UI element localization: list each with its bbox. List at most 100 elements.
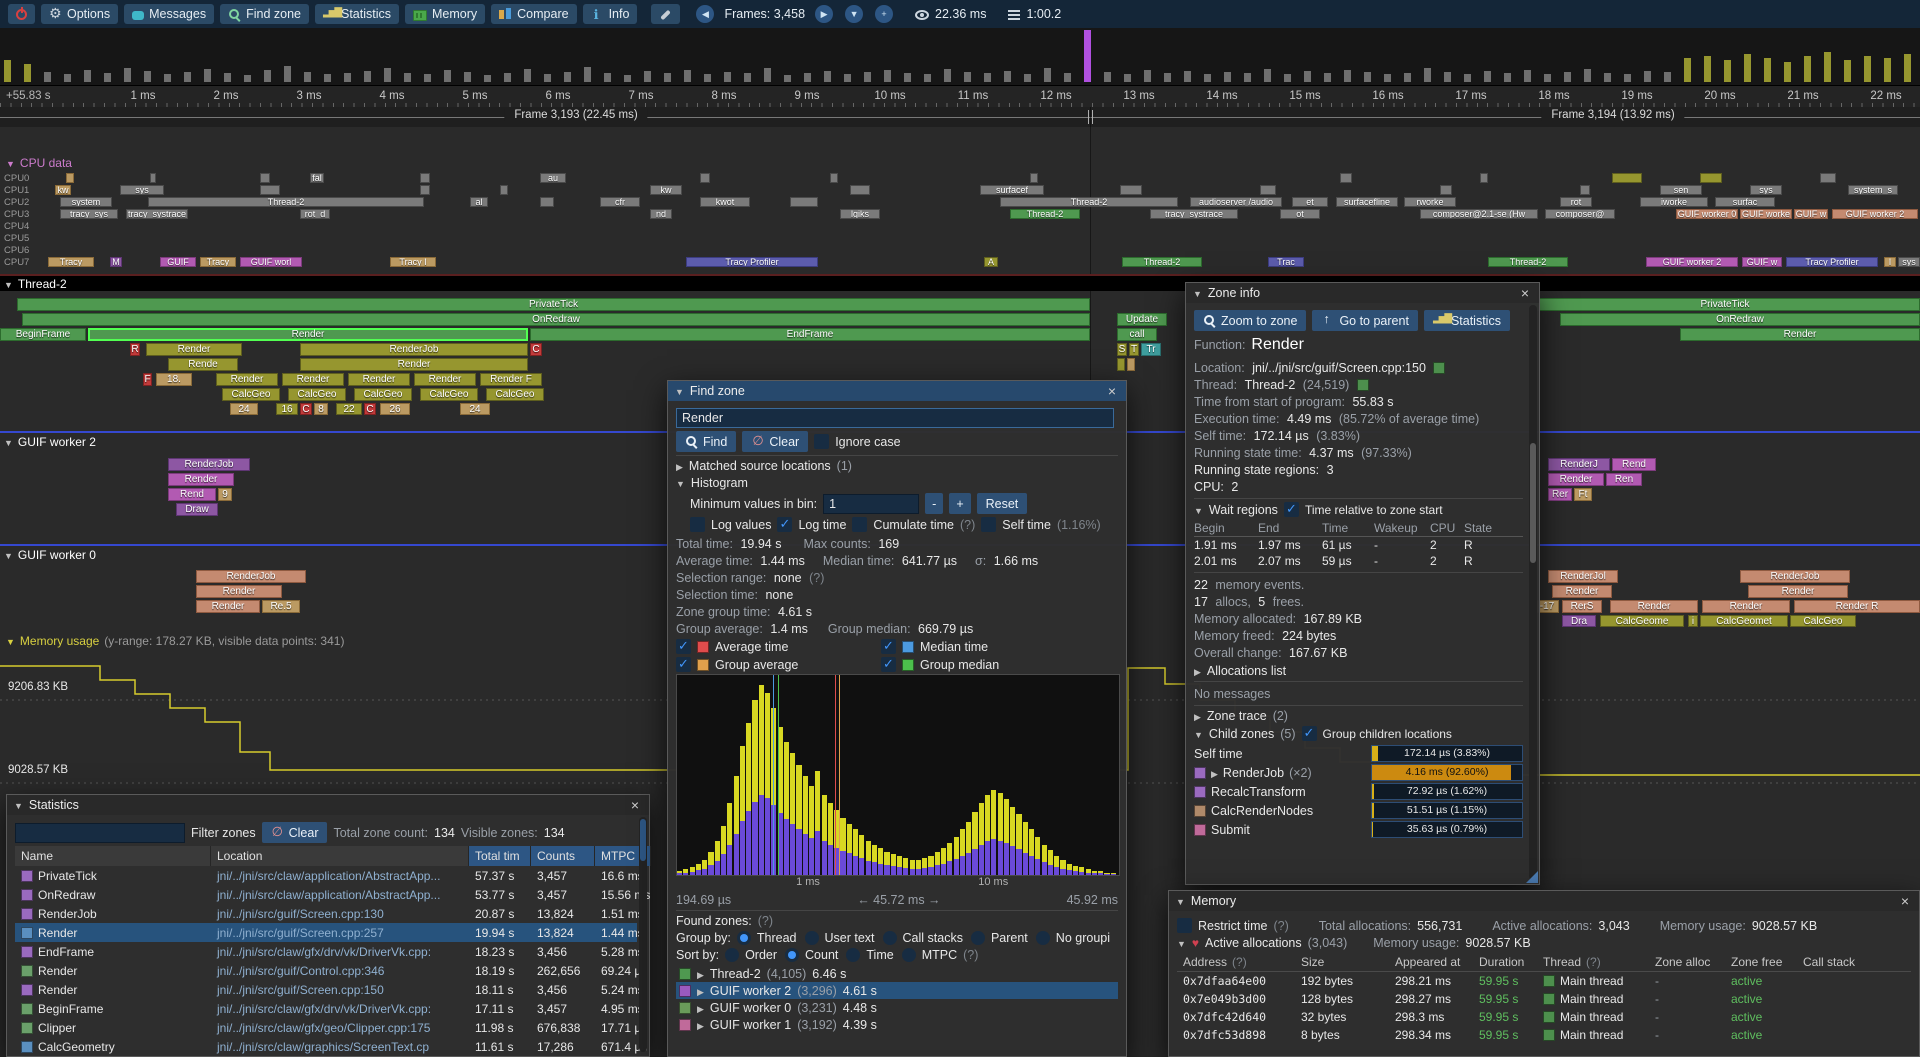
column-header-Size[interactable]: Size (1295, 955, 1389, 969)
zone-C[interactable]: C (364, 403, 376, 415)
zone-group-GUIF worker 1[interactable]: GUIF worker 1 (3,192) 4.39 s (676, 1016, 1118, 1033)
zone-nd[interactable]: nd (650, 209, 672, 219)
toolbar-button-statistics[interactable]: Statistics (314, 4, 399, 24)
frame-time-bar[interactable] (1204, 74, 1211, 82)
thread-header-GUIF worker 2[interactable]: GUIF worker 2 (4, 435, 96, 449)
zone-Rer[interactable]: Rer (1548, 488, 1572, 501)
zone[interactable] (66, 173, 74, 183)
table-row-Clipper[interactable]: Clipper jni/../jni/src/claw/gfx/geo/Clipp… (15, 1018, 647, 1037)
zone-group-GUIF worker 0[interactable]: GUIF worker 0 (3,231) 4.48 s (676, 999, 1118, 1016)
zone-GUIF[interactable]: GUIF (160, 257, 196, 267)
zone-group-Thread-2[interactable]: Thread-2 (4,105) 6.46 s (676, 965, 1118, 982)
legend-checkbox[interactable] (881, 656, 896, 672)
zone-Render[interactable]: Render (348, 373, 410, 386)
zone-RenderJob[interactable]: RenderJob (300, 343, 528, 356)
collapse-icon[interactable] (1176, 894, 1185, 908)
collapse-icon[interactable] (1194, 727, 1203, 741)
frame-time-bar[interactable] (124, 68, 131, 82)
scrollbar[interactable] (1529, 305, 1537, 880)
frame-time-bar[interactable] (1604, 73, 1611, 82)
frame-time-bar[interactable] (704, 74, 711, 82)
zoom-to-zone-button[interactable]: Zoom to zone (1194, 310, 1307, 331)
frame-time-bar[interactable] (1724, 60, 1731, 82)
zone-Rend[interactable]: Rend (168, 488, 216, 501)
frame-overview-strip[interactable] (0, 28, 1920, 85)
frame-time-bar[interactable] (84, 70, 91, 82)
collapse-icon[interactable] (14, 798, 23, 812)
frame-time-bar[interactable] (1744, 54, 1751, 82)
frame-time-bar[interactable] (1304, 71, 1311, 82)
zone-T[interactable]: T (1129, 343, 1139, 356)
expand-icon[interactable] (1211, 766, 1218, 780)
radio-button[interactable] (804, 931, 819, 945)
frame-time-bar[interactable] (1184, 71, 1191, 82)
radio-MTPC[interactable]: MTPC (901, 948, 957, 962)
frame-time-bar[interactable] (1044, 68, 1051, 82)
zone-GUIF worker 2[interactable]: GUIF worker 2 (1646, 257, 1738, 267)
collapse-icon[interactable] (6, 634, 15, 648)
frame-time-bar[interactable] (484, 75, 491, 82)
min-bin-decrease-button[interactable]: - (925, 493, 944, 514)
zone-Render[interactable]: Render (282, 373, 344, 386)
column-header-Appeared at[interactable]: Appeared at (1389, 955, 1473, 969)
zone-et[interactable]: et (1292, 197, 1328, 207)
radio-Time[interactable]: Time (846, 948, 894, 962)
ignore-case-checkbox[interactable] (814, 434, 830, 449)
frame-time-bar[interactable] (1384, 74, 1391, 82)
table-row-OnRedraw[interactable]: OnRedraw jni/../jni/src/claw/application/… (15, 885, 650, 904)
zone-GUIF worker 2[interactable]: GUIF worker 2 (1832, 209, 1918, 219)
frame-time-bar[interactable] (1564, 72, 1571, 82)
legend-checkbox[interactable] (881, 638, 896, 654)
zone-Ren[interactable]: Ren (1606, 473, 1642, 486)
zone-Rende[interactable]: Rende (168, 358, 238, 371)
zone-Draw[interactable]: Draw (176, 503, 218, 516)
zone-ot[interactable]: ot (1280, 209, 1320, 219)
zone-GUIF worke[interactable]: GUIF worke (1740, 209, 1792, 219)
histogram-plot[interactable] (676, 674, 1120, 876)
zone-Thread-2[interactable]: Thread-2 (1488, 257, 1568, 267)
collapse-icon[interactable] (4, 277, 13, 291)
toolbar-button-center-view[interactable]: + (875, 5, 894, 23)
frame-time-bar[interactable] (1784, 62, 1791, 82)
zone-CalcGeo[interactable]: CalcGeo (420, 388, 478, 401)
zone-surfacef[interactable]: surfacef (980, 185, 1044, 195)
cpu-data-header[interactable]: CPU data (6, 156, 72, 170)
frame-time-bar[interactable] (1844, 60, 1851, 82)
frame-time-bar[interactable] (424, 74, 431, 82)
legend-checkbox[interactable] (676, 656, 691, 672)
frame-time-bar[interactable] (544, 74, 551, 82)
close-icon[interactable] (1518, 285, 1532, 301)
resize-grip[interactable] (1526, 871, 1538, 883)
frame-time-bar[interactable] (724, 72, 731, 82)
zone-Render[interactable]: Render (146, 343, 242, 356)
collapse-icon[interactable] (676, 476, 685, 490)
log-values-checkbox[interactable] (690, 517, 705, 532)
frame-time-bar[interactable] (1404, 73, 1411, 82)
frame-label[interactable]: Frame 3,194 (13.92 ms) (1541, 109, 1685, 121)
column-header-Call stack[interactable]: Call stack (1797, 955, 1911, 969)
frame-time-bar[interactable] (324, 74, 331, 82)
zone-BeginFrame[interactable]: BeginFrame (0, 328, 86, 341)
frame-time-bar[interactable] (764, 68, 771, 82)
zone-A[interactable]: A (984, 257, 998, 267)
group-children-checkbox[interactable] (1301, 725, 1317, 741)
zone-Trac[interactable]: Trac (1268, 257, 1304, 267)
restrict-time-checkbox[interactable] (1177, 918, 1192, 933)
zone-Rend[interactable]: Rend (1612, 458, 1656, 471)
min-bin-increase-button[interactable]: + (949, 493, 971, 514)
zone-18.[interactable]: 18. (156, 373, 192, 386)
zone[interactable] (1580, 185, 1590, 195)
zone-16[interactable]: 16 (276, 403, 298, 415)
zone-Render[interactable]: Render (216, 373, 278, 386)
frame-time-bar[interactable] (384, 68, 391, 82)
zone[interactable] (1340, 173, 1352, 183)
time-axis[interactable]: +55.83 s 1 ms 2 ms 3 ms 4 ms 5 ms 6 ms 7 ms 8 m… (0, 85, 1920, 108)
toolbar-button-zoom-down[interactable]: ▼ (845, 5, 864, 23)
zone[interactable] (260, 185, 280, 195)
frame-time-bar[interactable] (1064, 73, 1071, 82)
expand-icon[interactable] (697, 1018, 704, 1032)
zone-kwot[interactable]: kwot (700, 197, 750, 207)
frame-time-bar[interactable] (1644, 71, 1651, 82)
zone[interactable] (1612, 173, 1642, 183)
column-header-Name[interactable]: Name (15, 846, 211, 866)
